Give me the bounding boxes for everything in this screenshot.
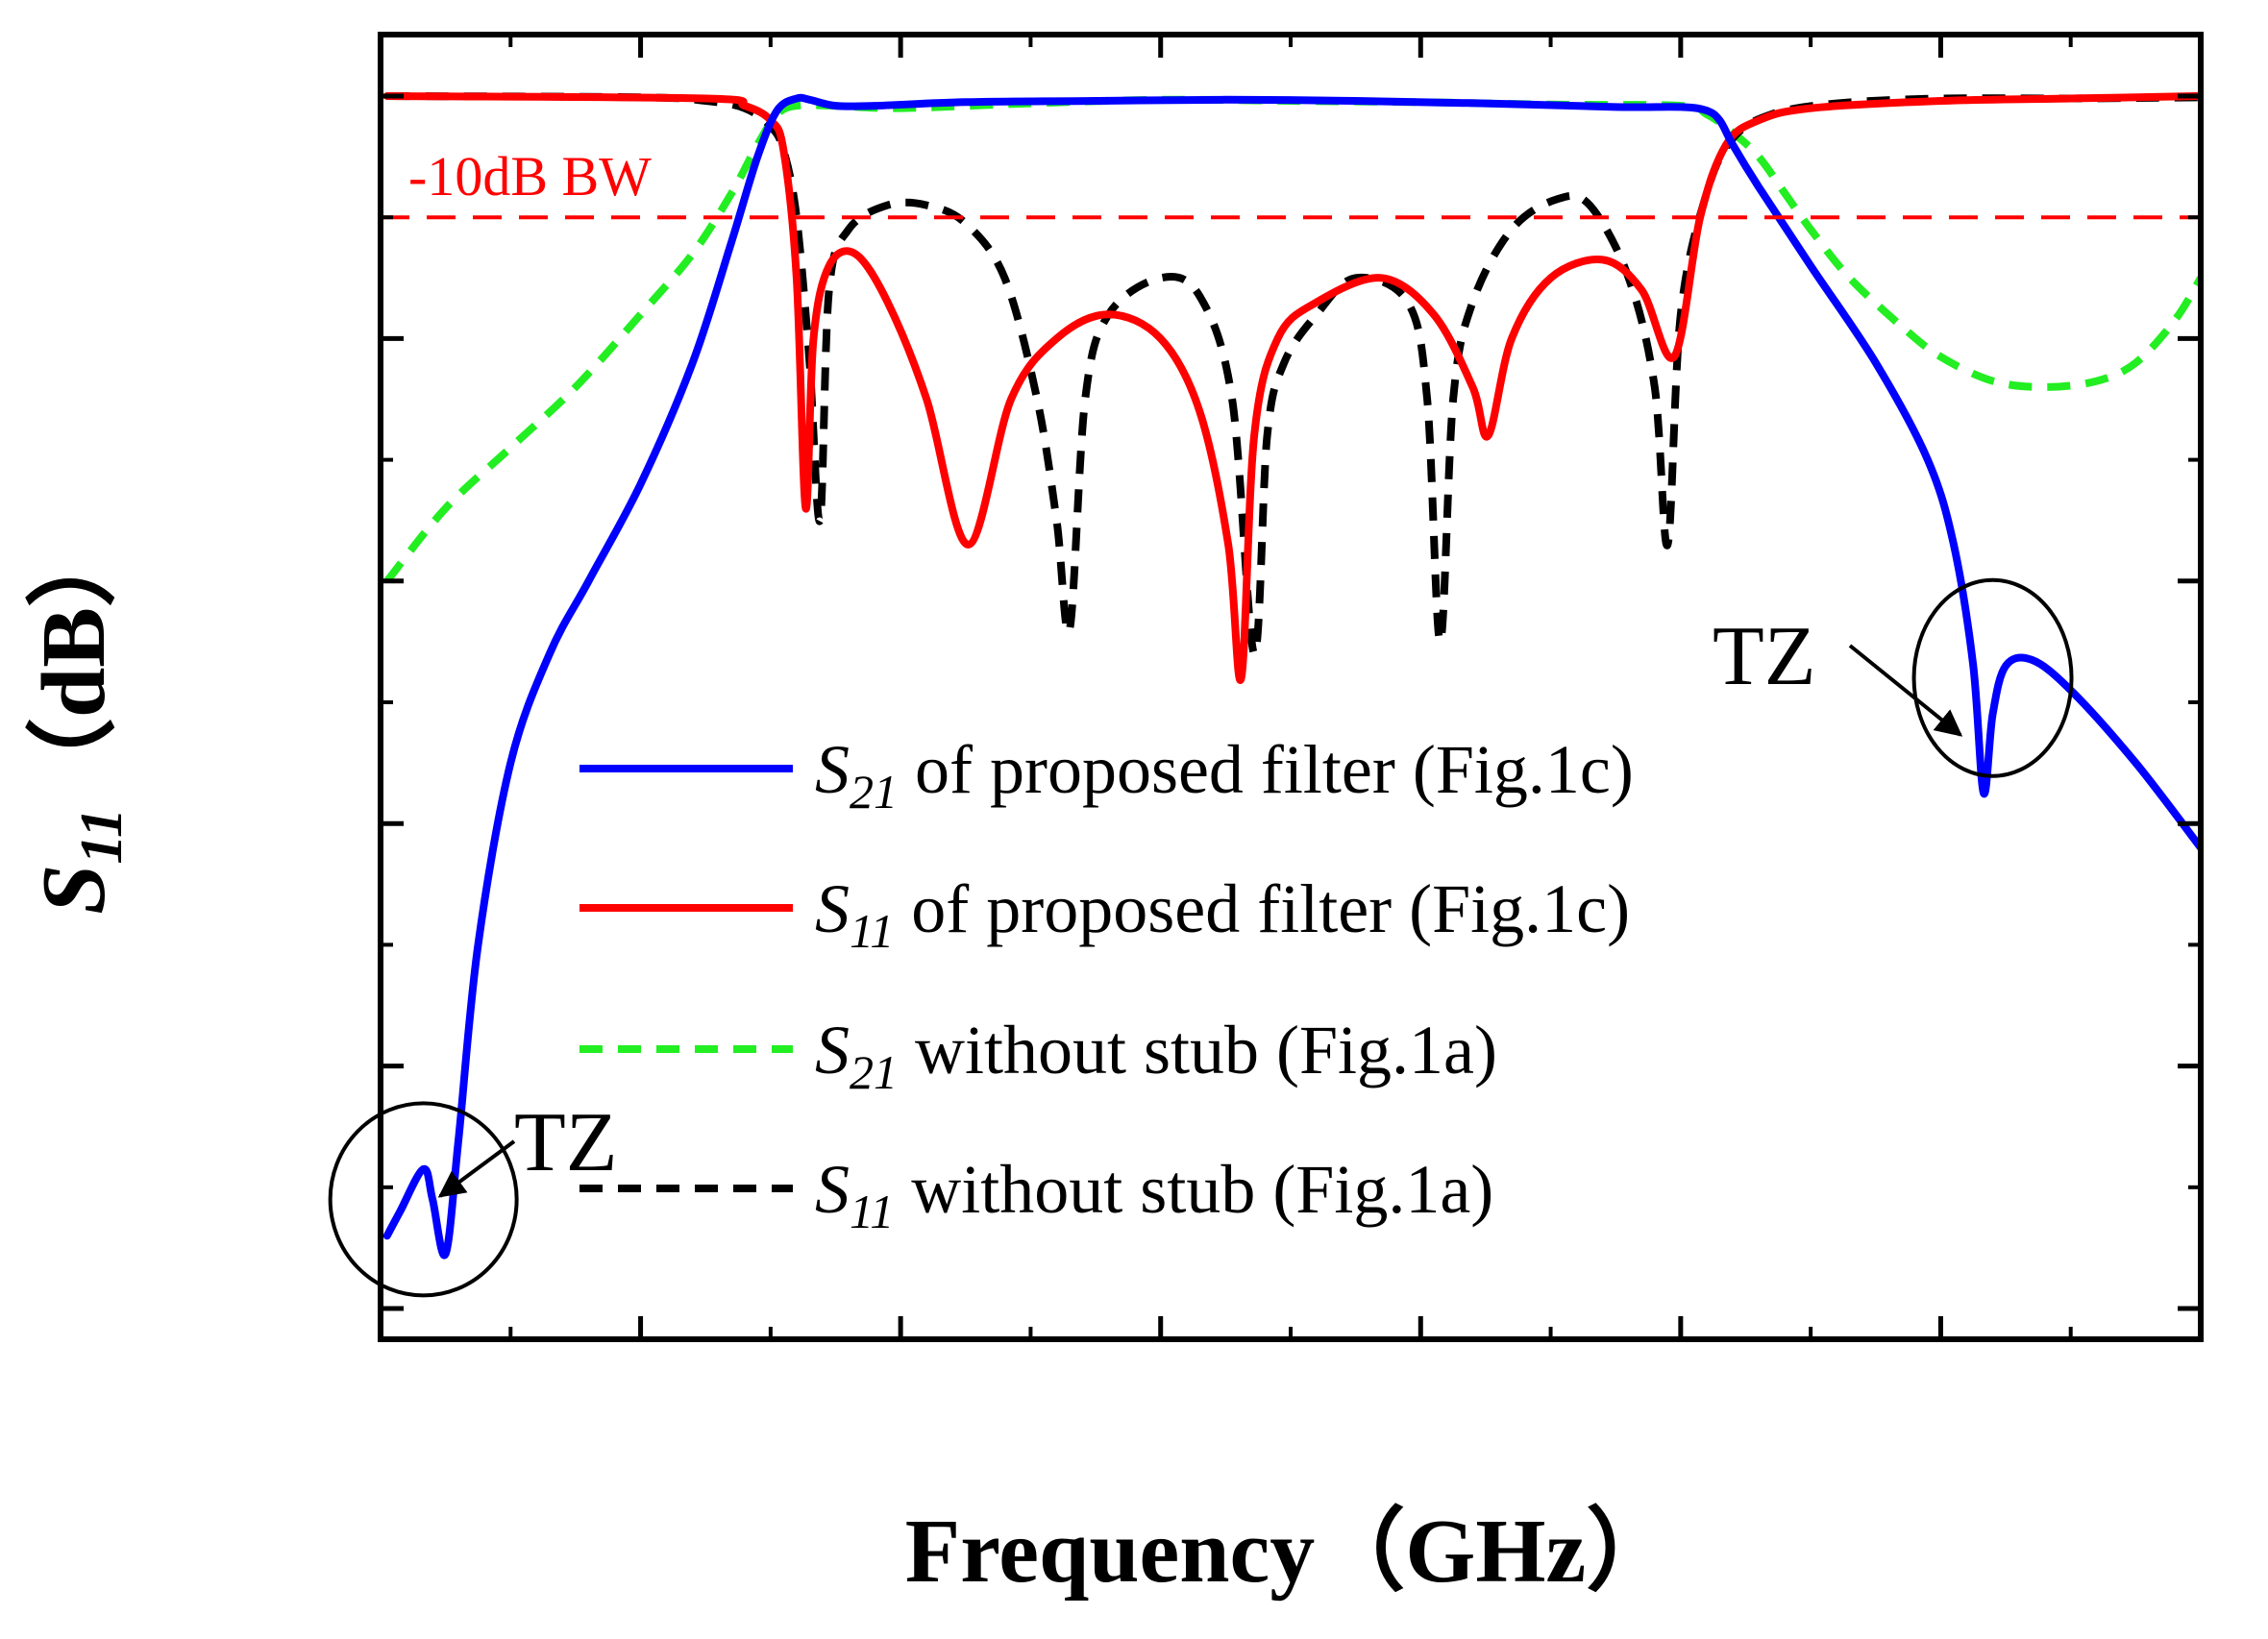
y-axis-title-unit: （dB） [24,517,124,808]
legend-entry-1: S11 of proposed filter (Fig.1c) [815,870,1630,958]
legend-subscript: 21 [850,765,898,819]
series-layer [382,92,2201,1260]
legend-entry-0: S21 of proposed filter (Fig.1c) [815,731,1634,819]
y-axis-title: S11（dB） [24,517,135,915]
series-line-0 [382,93,2201,1260]
series-line-1 [382,92,2201,684]
y-axis-title-subscript: 11 [69,808,135,865]
tz-circle-low [328,1101,519,1298]
reference-line-label: -10dB BW [408,145,652,208]
tz-label-low: TZ [514,1096,618,1189]
legend-suffix: of proposed filter (Fig.1c) [898,731,1634,808]
legend-subscript: 21 [850,1045,898,1099]
series-line-2 [383,95,2201,584]
annotations-layer: TZ TZ [328,577,2074,1298]
x-axis-title: Frequency（GHz） [905,1502,1676,1602]
plot-frame [378,32,2204,1342]
series-line-3 [386,92,2201,658]
legend: S21 of proposed filter (Fig.1c)S11 of pr… [579,731,1634,1238]
legend-subscript: 11 [850,1185,894,1238]
tz-arrow-low [437,1139,516,1198]
tz-label-high: TZ [1713,610,1816,703]
legend-entry-3: S11 without stub (Fig.1a) [815,1151,1493,1238]
y-axis-title-symbol: S [24,865,124,915]
legend-suffix: without stub (Fig.1a) [894,1151,1493,1228]
legend-suffix: without stub (Fig.1a) [898,1012,1497,1089]
legend-symbol: S [815,731,850,808]
tz-circle-high [1911,577,2074,778]
ticks-layer [378,35,2204,1339]
legend-symbol: S [815,1012,850,1089]
legend-subscript: 11 [850,904,894,958]
legend-suffix: of proposed filter (Fig.1c) [894,870,1630,947]
tz-arrow-high [1848,644,1963,737]
legend-symbol: S [815,1151,850,1228]
legend-entry-2: S21 without stub (Fig.1a) [815,1012,1497,1099]
legend-symbol: S [815,870,850,947]
